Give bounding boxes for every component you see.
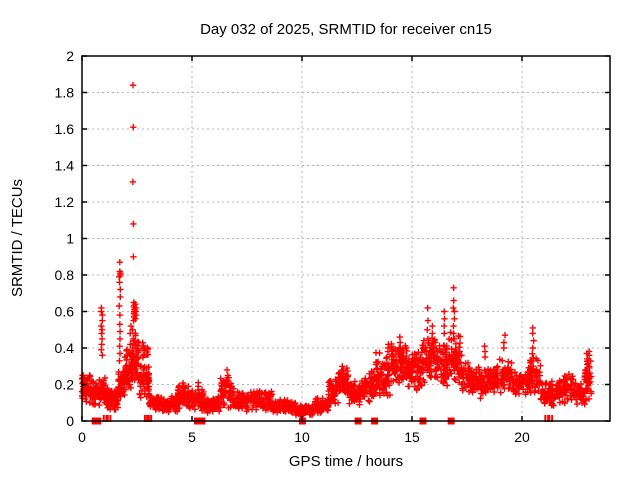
x-tick-label: 15	[404, 429, 420, 445]
y-tick-label: 0.8	[55, 267, 75, 283]
x-tick-label: 5	[188, 429, 196, 445]
y-tick-label: 0.4	[55, 340, 75, 356]
plot-area: 0 5 10 15 20 0 0.2 0.4 0.6 0.8 1 1.2 1.4 1.6 1.8 2	[55, 48, 611, 445]
x-axis-title: GPS time / hours	[289, 453, 403, 470]
x-tick-label: 10	[294, 429, 310, 445]
y-tick-label: 1	[66, 231, 74, 247]
y-tick-label: 1.8	[55, 85, 75, 101]
scatter-points	[78, 82, 595, 420]
y-tick-label: 0	[66, 413, 74, 429]
y-tick-label: 0.2	[55, 377, 75, 393]
y-tick-label: 2	[66, 48, 74, 64]
y-tick-label: 1.4	[55, 158, 75, 174]
x-tick-label: 0	[78, 429, 86, 445]
y-tick-label: 0.6	[55, 304, 75, 320]
y-tick-label: 1.6	[55, 121, 75, 137]
chart-title: Day 032 of 2025, SRMTID for receiver cn1…	[200, 21, 492, 38]
x-tick-label: 20	[514, 429, 530, 445]
y-axis-title: SRMTID / TECUs	[9, 179, 26, 297]
y-tick-label: 1.2	[55, 194, 75, 210]
